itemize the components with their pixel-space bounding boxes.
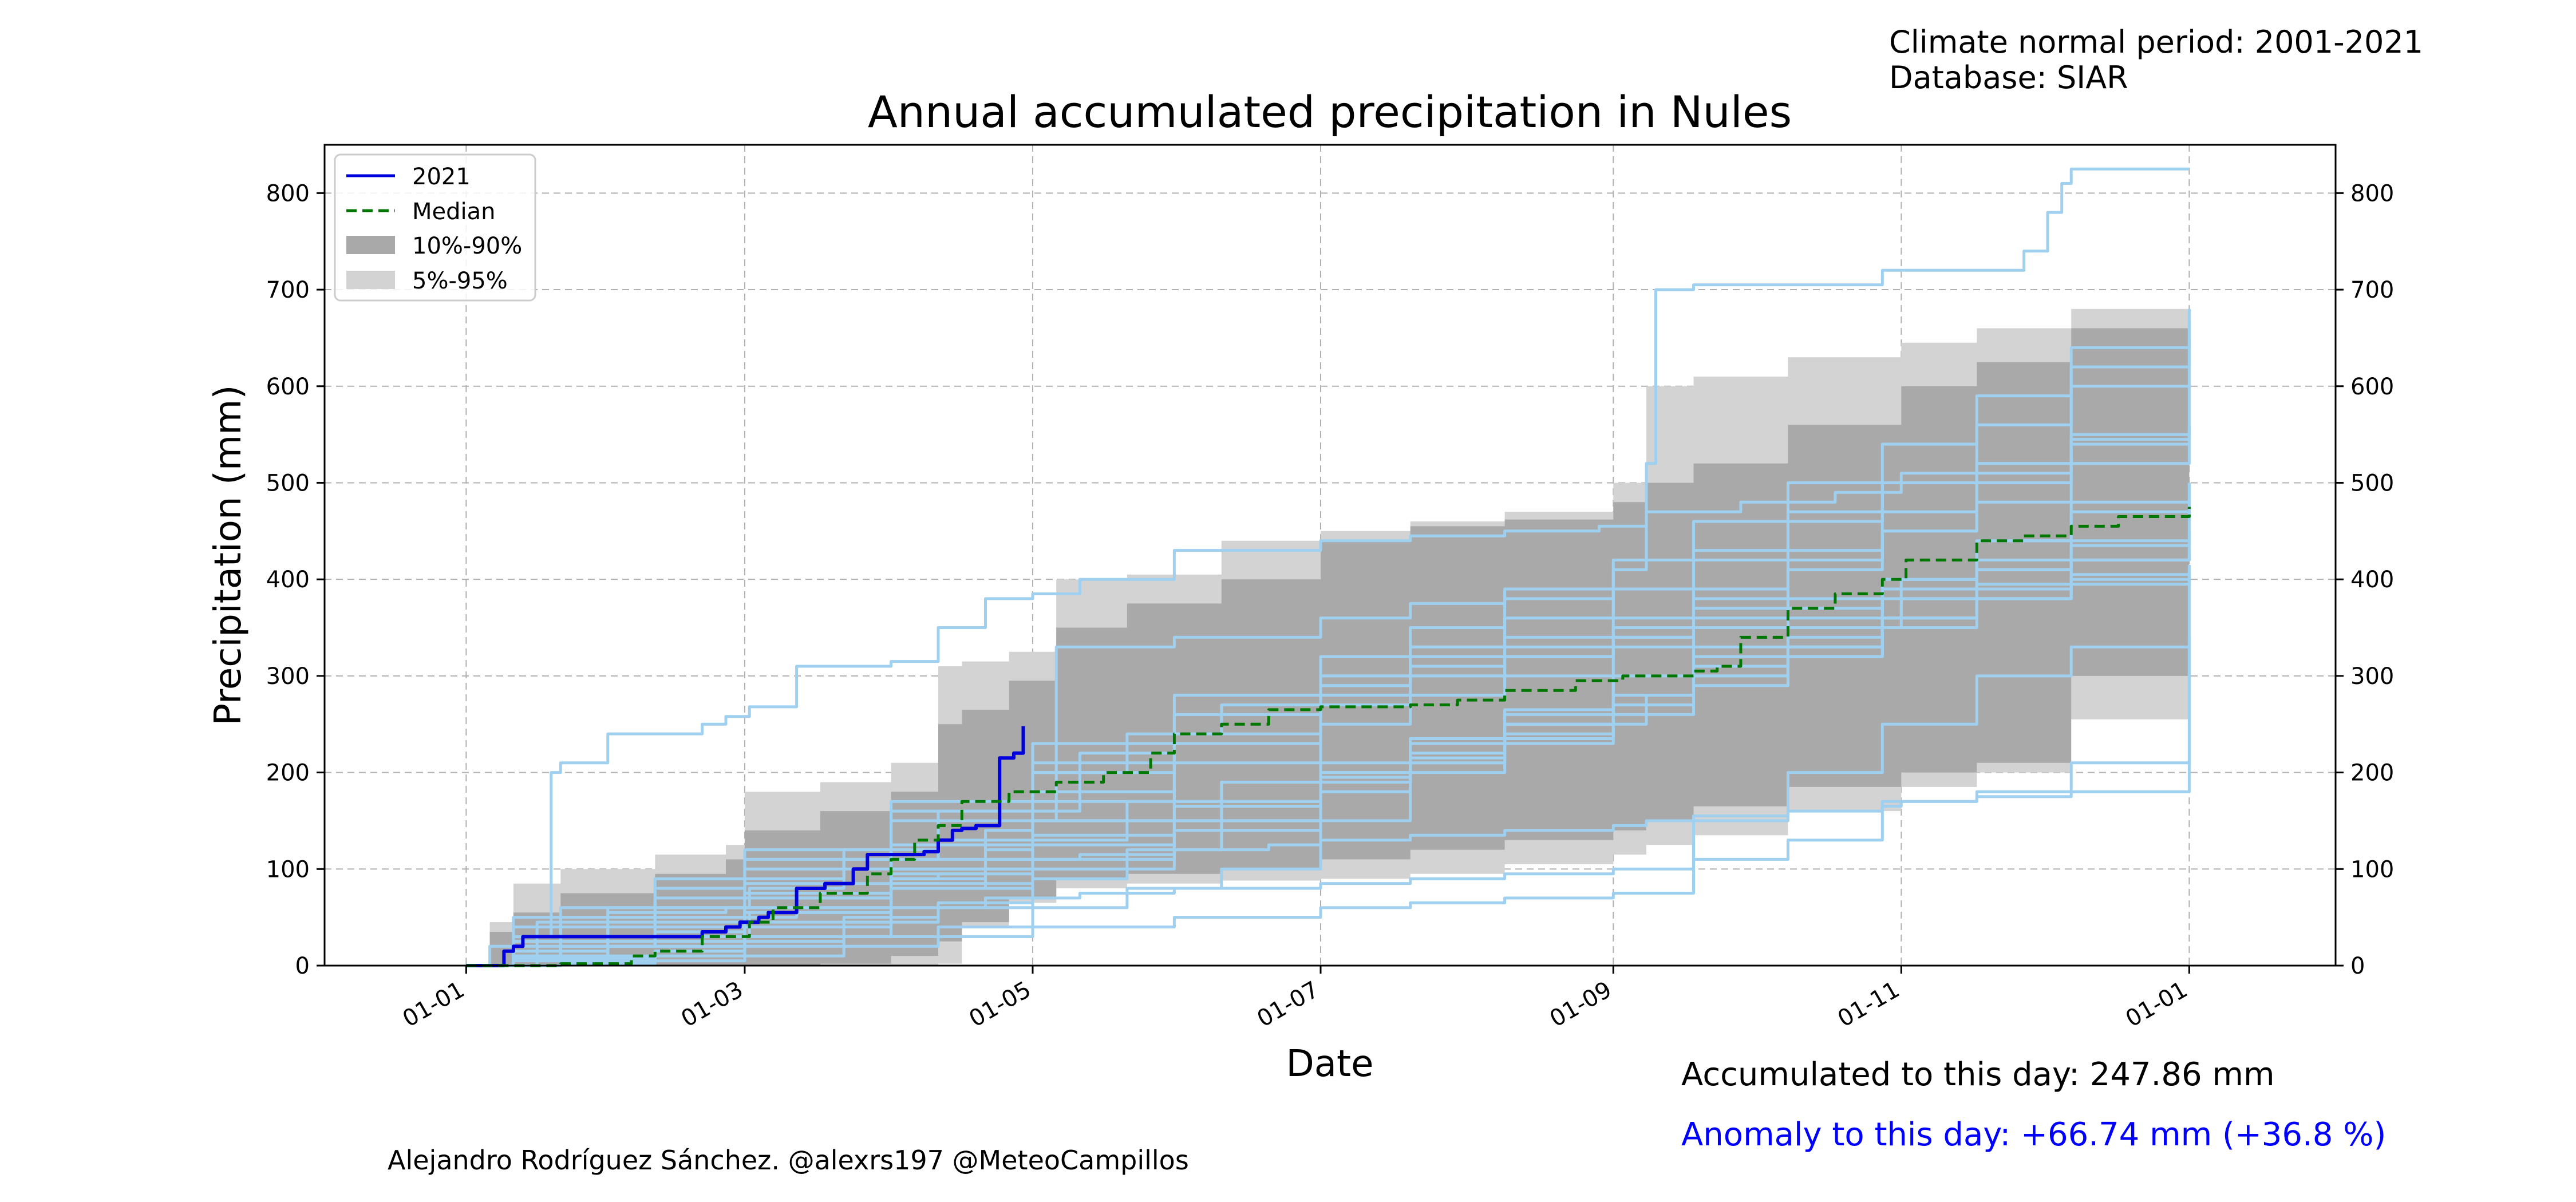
chart-title: Annual accumulated precipitation in Nule…	[868, 86, 1792, 137]
x-tick-label-3: 01-07	[1253, 976, 1323, 1033]
legend-box	[334, 153, 536, 302]
historical-year-line-20	[466, 564, 2191, 967]
y-tick-label-right-6: 600	[2350, 374, 2394, 400]
y-tick-label-right-0: 0	[2350, 953, 2365, 979]
anomaly-text: Anomaly to this day: +66.74 mm (+36.8 %)	[1681, 1116, 2387, 1153]
database-text: Database: SIAR	[1889, 60, 2128, 96]
y-tick-label-left-3: 300	[266, 663, 310, 690]
legend-label-10-90: 10%-90%	[412, 233, 522, 259]
y-tick-label-right-8: 800	[2350, 180, 2394, 207]
y-tick-label-left-6: 600	[266, 374, 310, 400]
y-tick-label-right-7: 700	[2350, 277, 2394, 303]
y-tick-label-left-7: 700	[266, 277, 310, 303]
accumulated-text: Accumulated to this day: 247.86 mm	[1681, 1056, 2275, 1093]
historical-year-line-7	[466, 642, 2191, 967]
y-tick-label-right-1: 100	[2350, 856, 2394, 883]
legend: 2021 Median 10%-90% 5%-95%	[334, 153, 536, 302]
legend-swatch-10-90	[346, 236, 395, 254]
legend-label-median: Median	[412, 199, 496, 225]
x-tick-label-0: 01-01	[398, 976, 469, 1033]
current-year-line	[466, 726, 1025, 967]
x-axis-label: Date	[1286, 1043, 1374, 1085]
x-tick-label-2: 01-05	[965, 976, 1036, 1033]
x-tick-label-4: 01-09	[1546, 976, 1617, 1033]
percentile-bands	[466, 304, 2190, 966]
y-tick-label-left-8: 800	[266, 180, 310, 207]
historical-year-line-19	[466, 425, 2191, 967]
x-tick-label-5: 01-11	[1834, 976, 1905, 1033]
y-tick-label-left-2: 200	[266, 760, 310, 786]
y-tick-label-left-4: 400	[266, 567, 310, 593]
historical-years	[466, 167, 2191, 967]
historical-year-line-4	[466, 483, 2191, 967]
legend-swatch-5-95	[346, 271, 395, 289]
historical-year-line-0	[466, 167, 2190, 967]
legend-label-5-95: 5%-95%	[412, 268, 508, 294]
median-line	[466, 507, 2191, 967]
y-tick-label-right-5: 500	[2350, 470, 2394, 496]
y-tick-label-right-4: 400	[2350, 567, 2394, 593]
y-axis-label: Precipitation (mm)	[207, 385, 250, 726]
y-tick-label-right-3: 300	[2350, 663, 2394, 690]
historical-year-line-13	[466, 309, 2191, 967]
y-tick-label-right-2: 200	[2350, 760, 2394, 786]
x-tick-label-6: 01-01	[2121, 976, 2192, 1033]
normal-period-text: Climate normal period: 2001-2021	[1889, 24, 2424, 60]
main-series	[466, 507, 2191, 967]
legend-label-2021: 2021	[412, 164, 471, 190]
y-tick-label-left-5: 500	[266, 470, 310, 496]
band-10-90	[466, 318, 2190, 966]
plot-frame	[323, 144, 2337, 967]
y-tick-label-left-1: 100	[266, 856, 310, 883]
credit-text: Alejandro Rodríguez Sánchez. @alexrs197 …	[388, 1145, 1189, 1176]
y-tick-label-left-0: 0	[295, 953, 310, 979]
x-tick-label-1: 01-03	[677, 976, 748, 1033]
